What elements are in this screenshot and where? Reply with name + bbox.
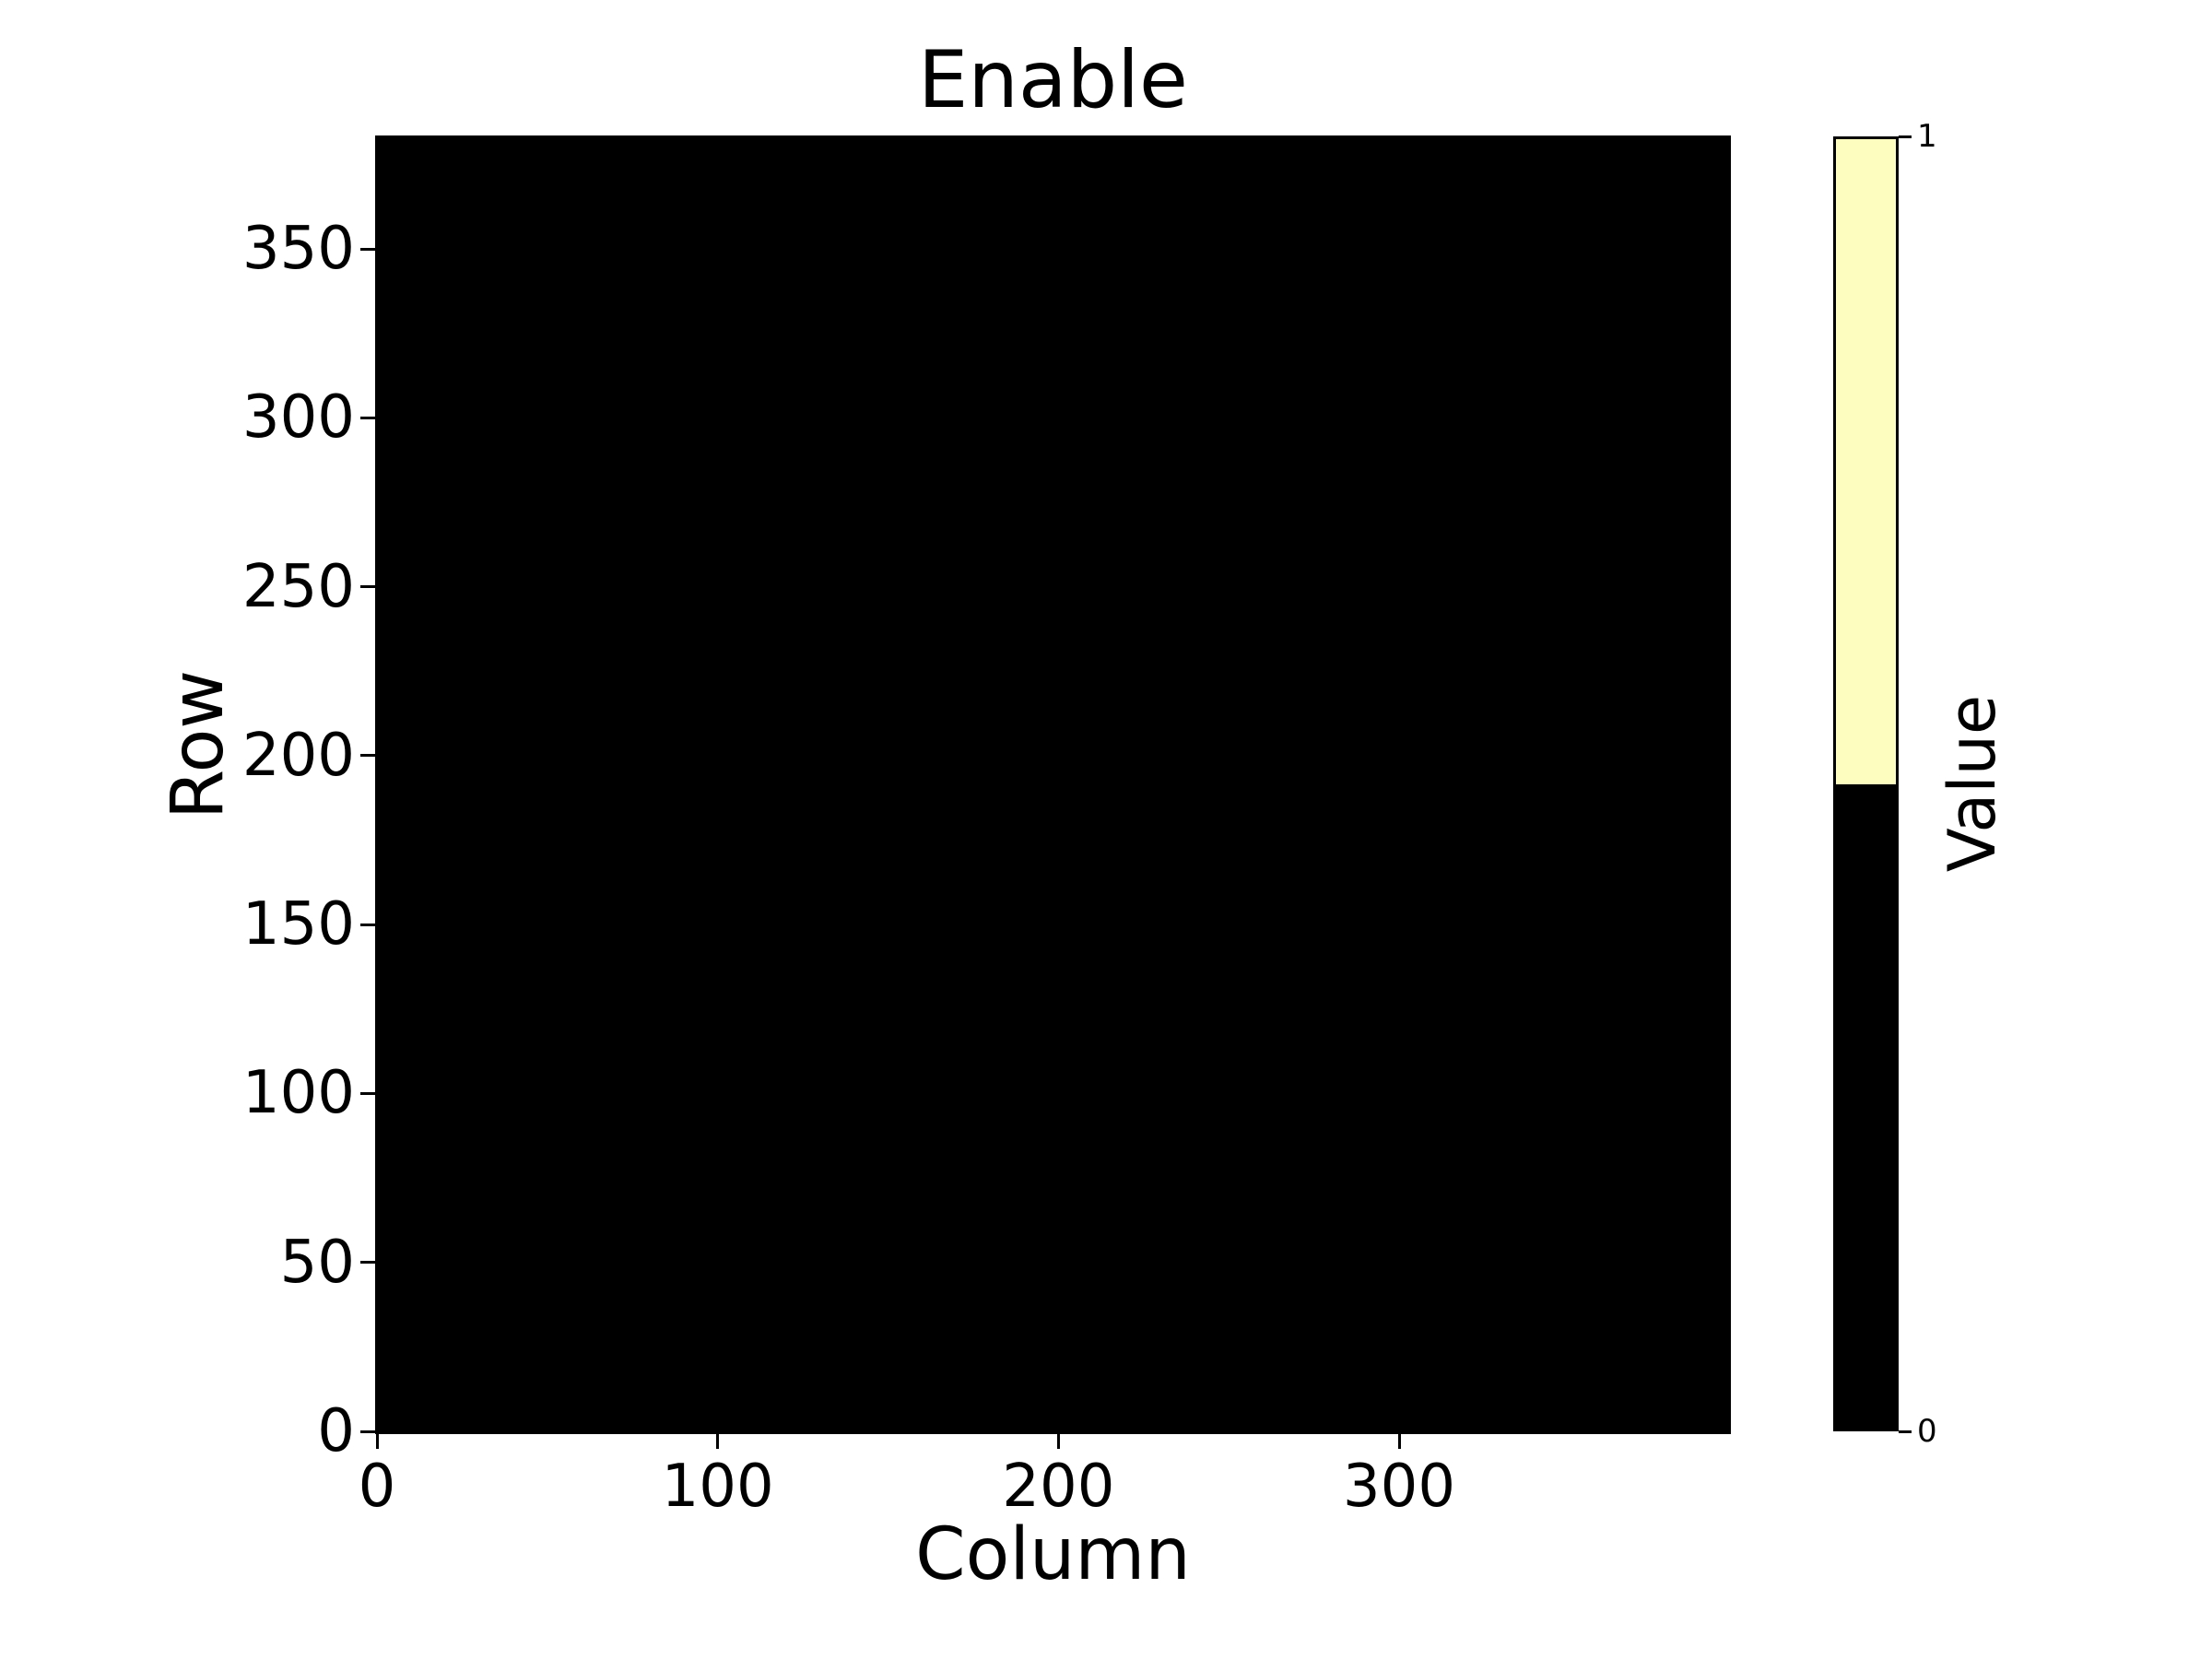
x-tick-label: 100 [661,1453,774,1521]
colorbar-tick-mark [1899,135,1912,138]
y-tick-label: 350 [241,215,355,283]
colorbar-label: Value [1935,694,2010,873]
y-tick-label: 150 [241,890,355,959]
y-tick-label: 250 [241,552,355,621]
x-axis-label: Column [915,1513,1191,1596]
colorbar-segment [1836,783,1896,1429]
x-tick-mark [1397,1434,1401,1449]
y-tick-mark [360,1261,375,1265]
x-tick-mark [716,1434,720,1449]
x-tick-label: 300 [1342,1453,1456,1521]
y-tick-mark [360,585,375,589]
y-tick-mark [360,416,375,419]
colorbar-segment [1836,139,1896,784]
y-tick-mark [360,1430,375,1433]
x-tick-mark [375,1434,379,1449]
colorbar-tick-label: 0 [1917,1413,1937,1450]
colorbar-tick-label: 1 [1917,118,1937,155]
x-tick-mark [1056,1434,1060,1449]
y-tick-mark [360,923,375,926]
y-tick-mark [360,1091,375,1095]
x-tick-label: 0 [358,1453,396,1521]
colorbar-tick-mark [1899,1430,1912,1433]
y-tick-label: 0 [317,1397,355,1465]
colorbar [1833,136,1899,1431]
y-tick-mark [360,754,375,758]
y-tick-label: 100 [241,1059,355,1128]
y-tick-mark [360,247,375,251]
chart-title: Enable [918,34,1188,126]
y-tick-label: 50 [279,1228,355,1297]
x-tick-label: 200 [1002,1453,1115,1521]
heatmap-plot-area [375,135,1731,1434]
y-tick-label: 200 [241,721,355,790]
y-tick-label: 300 [241,383,355,453]
